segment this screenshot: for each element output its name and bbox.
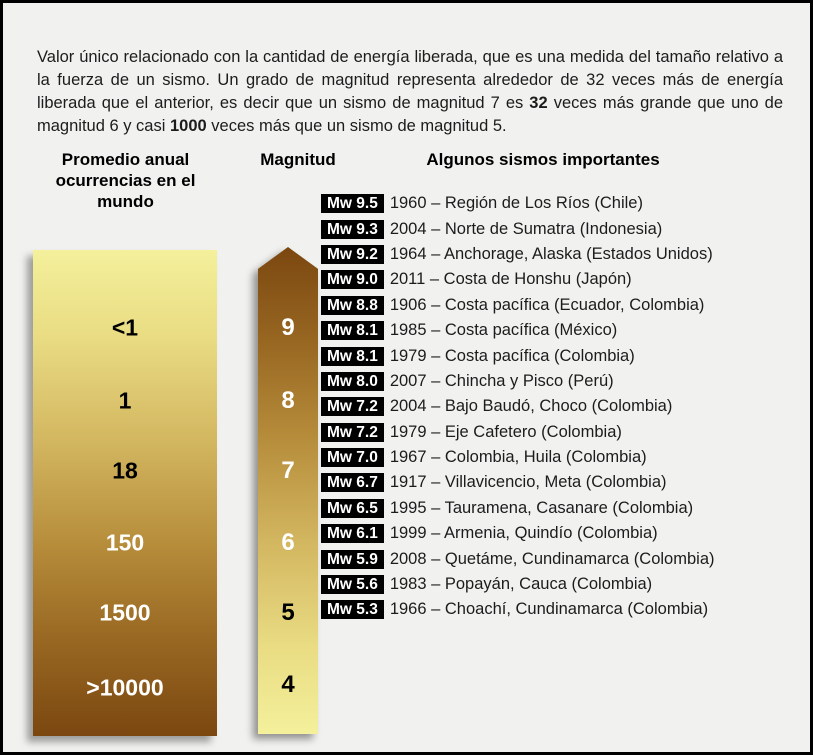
earthquake-row: Mw 6.1 1999 – Armenia, Quindío (Colombia) [321, 521, 715, 546]
earthquake-row: Mw 8.8 1906 – Costa pacífica (Ecuador, Co… [321, 293, 715, 318]
frequency-value: 1 [118, 387, 132, 414]
magnitude-value: 9 [281, 314, 295, 341]
earthquake-description: 2004 – Norte de Sumatra (Indonesia) [389, 219, 663, 238]
intro-paragraph: Valor único relacionado con la cantidad … [37, 46, 783, 138]
magnitude-value: 6 [281, 529, 295, 556]
magnitude-arrow: 9 8 7 6 5 4 [258, 247, 318, 734]
magnitude-badge: Mw 8.0 [321, 371, 384, 391]
intro-bold-segment: 1000 [169, 116, 207, 135]
magnitude-badge: Mw 9.5 [321, 194, 384, 214]
frequency-column-header: Promedio anual ocurrencias en el mundo [55, 150, 196, 211]
earthquake-description: 1979 – Costa pacífica (Colombia) [389, 346, 635, 365]
earthquake-description: 1983 – Popayán, Cauca (Colombia) [389, 575, 653, 594]
earthquake-row: Mw 6.5 1995 – Tauramena, Casanare (Colomb… [321, 496, 715, 521]
earthquake-row: Mw 5.6 1983 – Popayán, Cauca (Colombia) [321, 572, 715, 597]
frequency-value: 1500 [99, 599, 151, 626]
magnitude-badge: Mw 8.1 [321, 321, 384, 341]
magnitude-badge: Mw 5.6 [321, 575, 384, 595]
earthquake-row: Mw 9.2 1964 – Anchorage, Alaska (Estados … [321, 242, 715, 267]
magnitude-value: 5 [281, 599, 295, 626]
intro-segment: Valor único relacionado con la cantidad … [37, 47, 783, 112]
earthquake-description: 2011 – Costa de Honshu (Japón) [389, 270, 632, 289]
magnitude-badge: Mw 6.7 [321, 473, 384, 493]
earthquake-row: Mw 5.9 2008 – Quetáme, Cundinamarca (Colo… [321, 546, 715, 571]
earthquake-row: Mw 5.3 1966 – Choachí, Cundinamarca (Colo… [321, 597, 715, 622]
intro-segment: veces más grande que uno de magnitud 6 y… [37, 93, 783, 135]
earthquake-description: 1967 – Colombia, Huila (Colombia) [389, 448, 647, 467]
earthquake-description: 1985 – Costa pacífica (México) [389, 321, 618, 340]
magnitude-badge: Mw 7.2 [321, 397, 384, 417]
earthquake-row: Mw 7.2 2004 – Bajo Baudó, Choco (Colombia… [321, 394, 715, 419]
earthquake-row: Mw 8.1 1979 – Costa pacífica (Colombia) [321, 343, 715, 368]
earthquake-row: Mw 9.5 1960 – Región de Los Ríos (Chile) [321, 191, 715, 216]
magnitude-value: 4 [281, 671, 295, 698]
intro-bold-segment: 32 [529, 93, 548, 112]
magnitude-arrow-shape: 9 8 7 6 5 4 [258, 247, 318, 734]
frequency-gradient-bar: <1 1 18 150 1500 >10000 [33, 250, 217, 736]
earthquake-row: Mw 7.0 1967 – Colombia, Huila (Colombia) [321, 445, 715, 470]
earthquake-description: 1906 – Costa pacífica (Ecuador, Colombia… [389, 295, 705, 314]
frequency-value: 18 [112, 457, 138, 484]
magnitude-badge: Mw 9.0 [321, 270, 384, 290]
magnitude-badge: Mw 9.2 [321, 244, 384, 264]
earthquake-row: Mw 7.2 1979 – Eje Cafetero (Colombia) [321, 420, 715, 445]
earthquake-description: 1964 – Anchorage, Alaska (Estados Unidos… [389, 244, 713, 263]
magnitude-badge: Mw 6.5 [321, 498, 384, 518]
frequency-value: >10000 [86, 674, 164, 701]
earthquake-description: 1960 – Región de Los Ríos (Chile) [389, 194, 643, 213]
earthquake-description: 1917 – Villavicencio, Meta (Colombia) [389, 473, 667, 492]
earthquake-list: Mw 9.5 1960 – Región de Los Ríos (Chile) M… [321, 191, 715, 623]
earthquake-description: 2004 – Bajo Baudó, Choco (Colombia) [389, 397, 673, 416]
frequency-value: <1 [111, 314, 139, 341]
earthquakes-column-header: Algunos sismos importantes [426, 150, 660, 169]
earthquake-description: 1995 – Tauramena, Casanare (Colombia) [389, 498, 694, 517]
earthquake-row: Mw 8.1 1985 – Costa pacífica (México) [321, 318, 715, 343]
magnitude-badge: Mw 5.9 [321, 549, 384, 569]
earthquake-description: 1999 – Armenia, Quindío (Colombia) [389, 524, 658, 543]
earthquake-description: 2007 – Chincha y Pisco (Perú) [389, 371, 614, 390]
magnitude-badge: Mw 8.1 [321, 346, 384, 366]
earthquake-row: Mw 8.0 2007 – Chincha y Pisco (Perú) [321, 369, 715, 394]
intro-segment: veces más que un sismo de magnitud 5. [206, 116, 507, 135]
earthquake-row: Mw 9.0 2011 – Costa de Honshu (Japón) [321, 267, 715, 292]
frequency-value: 150 [105, 529, 145, 556]
earthquake-row: Mw 6.7 1917 – Villavicencio, Meta (Colomb… [321, 470, 715, 495]
magnitude-value: 8 [281, 387, 295, 414]
magnitude-value: 7 [281, 457, 295, 484]
earthquake-description: 2008 – Quetáme, Cundinamarca (Colombia) [389, 549, 715, 568]
earthquake-row: Mw 9.3 2004 – Norte de Sumatra (Indonesia… [321, 216, 715, 241]
magnitude-badge: Mw 7.0 [321, 448, 384, 468]
earthquake-description: 1966 – Choachí, Cundinamarca (Colombia) [389, 600, 709, 619]
magnitude-badge: Mw 7.2 [321, 422, 384, 442]
magnitude-badge: Mw 6.1 [321, 524, 384, 544]
magnitude-badge: Mw 5.3 [321, 600, 384, 620]
magnitude-column-header: Magnitud [260, 150, 336, 169]
magnitude-badge: Mw 9.3 [321, 219, 384, 239]
earthquake-description: 1979 – Eje Cafetero (Colombia) [389, 422, 622, 441]
magnitude-badge: Mw 8.8 [321, 295, 384, 315]
